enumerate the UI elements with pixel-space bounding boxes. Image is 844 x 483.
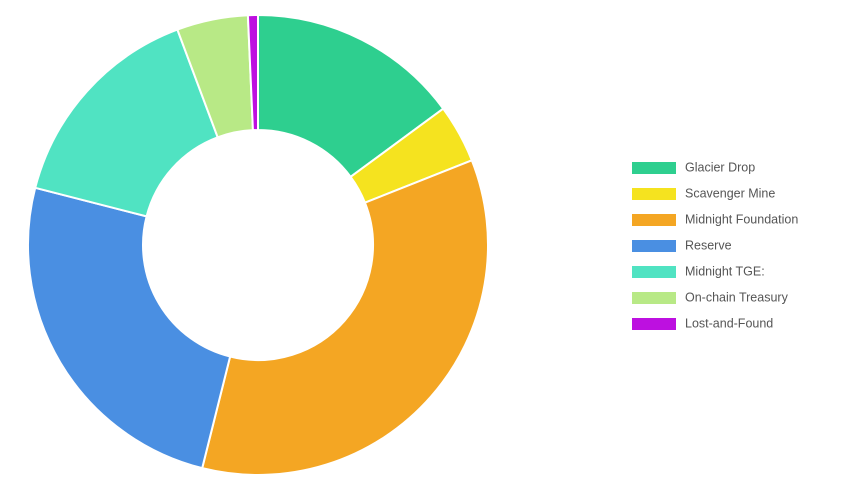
legend-swatch[interactable] [632,162,676,174]
slice [34,28,219,218]
legend-label[interactable]: Reserve [685,238,732,252]
legend-label[interactable]: Midnight Foundation [685,212,798,226]
legend-label[interactable]: Lost-and-Found [685,316,773,330]
legend-swatch[interactable] [632,214,676,226]
legend-label[interactable]: Midnight TGE: [685,264,765,278]
slice [200,159,489,476]
slice [27,186,232,470]
legend-swatch[interactable] [632,188,676,200]
legend-swatch[interactable] [632,292,676,304]
slice [246,13,259,132]
legend-swatch[interactable] [632,266,676,278]
legend-swatch[interactable] [632,318,676,330]
legend-label[interactable]: Scavenger Mine [685,186,775,200]
legend-label[interactable]: Glacier Drop [685,160,755,174]
legend-label[interactable]: On-chain Treasury [685,290,789,304]
slice [257,13,445,179]
legend-swatch[interactable] [632,240,676,252]
